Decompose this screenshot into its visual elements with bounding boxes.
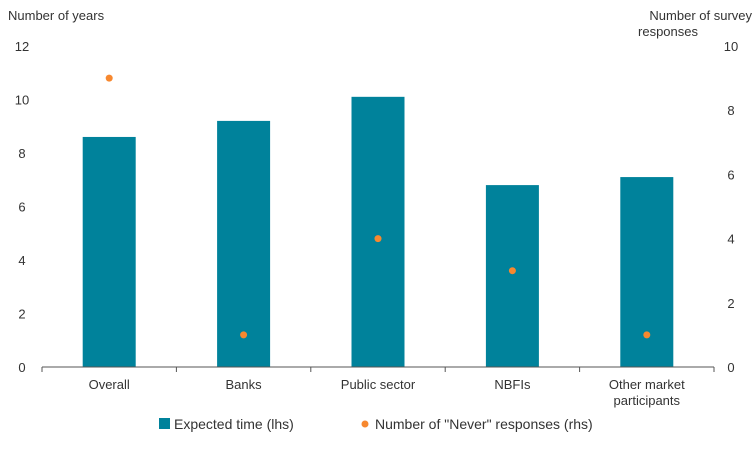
left-axis-title: Number of years [8, 8, 105, 23]
right-axis-title-line-1: Number of survey [649, 8, 752, 23]
x-tick-label: Public sector [341, 377, 416, 392]
x-tick-label: Banks [226, 377, 263, 392]
x-axis-ticks [41, 367, 715, 372]
left-tick-label: 2 [18, 307, 25, 322]
bar [620, 177, 674, 367]
bar [485, 185, 539, 367]
left-axis: 0 2 4 6 8 10 12 [15, 39, 29, 375]
right-tick-label: 6 [727, 167, 734, 182]
right-tick-label: 0 [727, 360, 734, 375]
right-tick-label: 4 [727, 232, 734, 247]
bar [82, 136, 136, 367]
right-axis-title-line-2: responses [638, 24, 698, 39]
right-tick-label: 2 [727, 296, 734, 311]
dot-point [508, 267, 516, 275]
x-tick-label: NBFIs [494, 377, 531, 392]
right-tick-label: 8 [727, 103, 734, 118]
bar [217, 120, 271, 368]
legend-bar-label: Expected time (lhs) [174, 416, 294, 432]
x-tick-label: participants [614, 393, 681, 408]
left-tick-label: 0 [18, 360, 25, 375]
dot-point [374, 235, 382, 243]
dot-series [105, 74, 651, 339]
legend: Expected time (lhs) Number of "Never" re… [159, 416, 593, 432]
x-axis-labels: Overall Banks Public sector NBFIs Other mark… [89, 377, 686, 408]
left-tick-label: 4 [18, 253, 25, 268]
left-tick-label: 12 [15, 39, 29, 54]
legend-dot-swatch [361, 420, 369, 428]
left-tick-label: 6 [18, 200, 25, 215]
right-axis: 0 2 4 6 8 10 [724, 39, 738, 375]
dot-point [643, 331, 651, 339]
right-tick-label: 10 [724, 39, 738, 54]
dot-point [105, 74, 113, 82]
x-tick-label: Other market [609, 377, 685, 392]
bar-series [82, 96, 674, 368]
bar [351, 96, 405, 367]
legend-dot-label: Number of "Never" responses (rhs) [375, 416, 593, 432]
dot-point [240, 331, 248, 339]
x-tick-label: Overall [89, 377, 130, 392]
left-tick-label: 8 [18, 146, 25, 161]
left-tick-label: 10 [15, 93, 29, 108]
legend-bar-swatch [159, 418, 170, 429]
